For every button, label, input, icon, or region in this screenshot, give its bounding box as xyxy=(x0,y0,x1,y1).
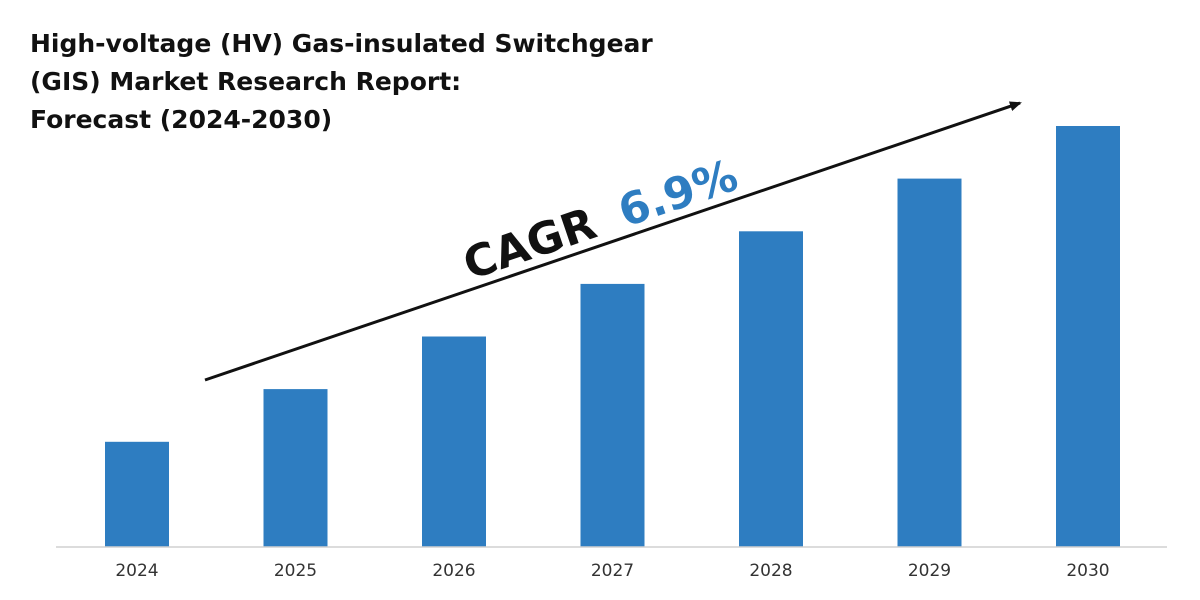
x-tick-label-2028: 2028 xyxy=(749,561,792,581)
bar-2027 xyxy=(580,283,645,547)
bar-2028 xyxy=(739,231,803,548)
bar-2029 xyxy=(897,178,962,547)
x-tick-label-2027: 2027 xyxy=(591,561,634,581)
growth-trend-arrow xyxy=(204,101,1022,382)
chart-title-line-1: High-voltage (HV) Gas-insulated Switchge… xyxy=(30,29,653,58)
chart-title: High-voltage (HV) Gas-insulated Switchge… xyxy=(30,29,653,134)
bar-2026 xyxy=(422,336,486,547)
bar-2024 xyxy=(105,441,169,548)
bar-2025 xyxy=(263,389,328,547)
bars-layer xyxy=(105,126,1120,548)
cagr-value: 6.9% xyxy=(612,150,744,238)
x-tick-label-2025: 2025 xyxy=(274,561,317,581)
x-axis-tick-labels: 2024 2025 2026 2027 2028 2029 2030 xyxy=(115,561,1109,581)
bar-2030 xyxy=(1056,126,1120,547)
x-tick-label-2024: 2024 xyxy=(115,561,158,581)
x-tick-label-2029: 2029 xyxy=(908,561,951,581)
cagr-label: CAGR xyxy=(457,198,603,290)
x-tick-label-2026: 2026 xyxy=(432,561,475,581)
chart-title-line-3: Forecast (2024-2030) xyxy=(30,105,332,134)
cagr-annotation: CAGR 6.9% xyxy=(457,150,744,290)
x-tick-label-2030: 2030 xyxy=(1066,561,1109,581)
chart-title-line-2: (GIS) Market Research Report: xyxy=(30,67,461,96)
